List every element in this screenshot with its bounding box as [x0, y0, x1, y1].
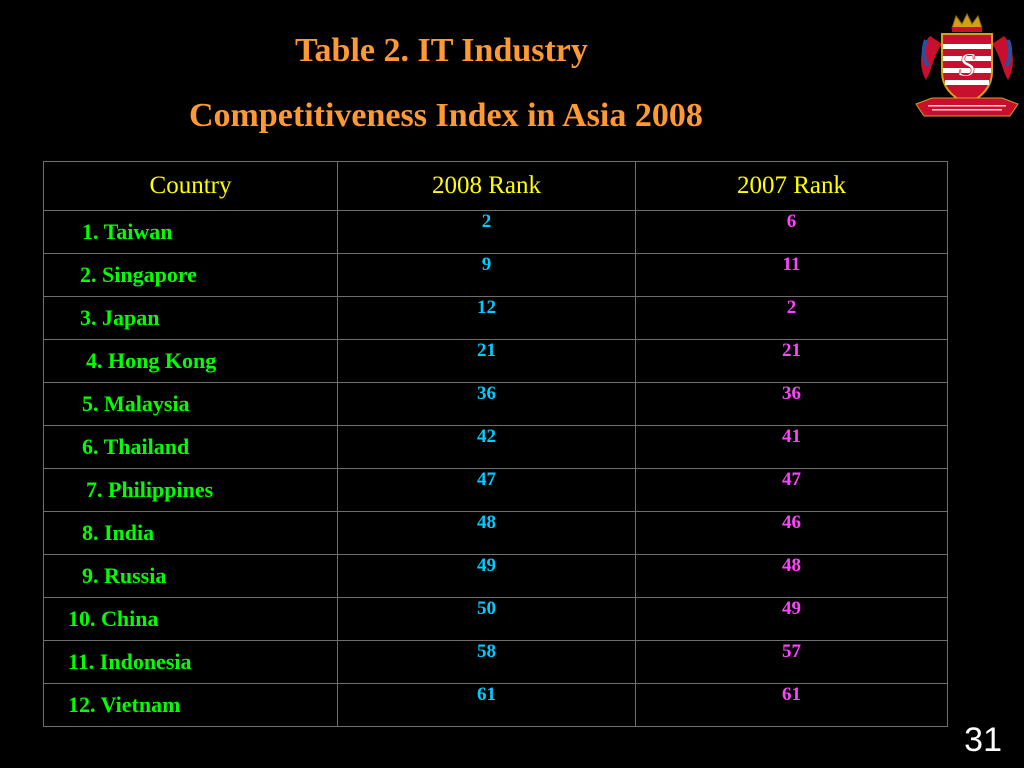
country-cell: 3. Japan [43, 296, 338, 340]
rank-2008-cell: 42 [337, 425, 636, 469]
rank-2008-cell: 2 [337, 210, 636, 254]
rank-2008-cell: 12 [337, 296, 636, 340]
table-row: 5. Malaysia 36 36 [43, 382, 948, 426]
slide-title-line2: Competitiveness Index in Asia 2008 [189, 97, 703, 134]
country-label: 9. Russia [82, 563, 167, 588]
country-label: 10. China [68, 606, 159, 631]
table-row: 10. China 50 49 [43, 597, 948, 641]
header-2008-rank: 2008 Rank [337, 161, 636, 211]
country-label: 6. Thailand [82, 434, 190, 459]
country-label: 1. Taiwan [82, 219, 173, 244]
rank-2008-cell: 50 [337, 597, 636, 641]
rank-2007-cell: 57 [635, 640, 948, 684]
rank-2007-cell: 11 [635, 253, 948, 297]
rank-2007-cell: 2 [635, 296, 948, 340]
country-cell: 6. Thailand [43, 425, 338, 469]
country-label: 4. Hong Kong [86, 348, 217, 373]
rank-2007-cell: 6 [635, 210, 948, 254]
country-cell: 7. Philippines [43, 468, 338, 512]
table-row: 2. Singapore 9 11 [43, 253, 948, 297]
country-cell: 8. India [43, 511, 338, 555]
rank-2007-cell: 61 [635, 683, 948, 727]
rank-2007-cell: 47 [635, 468, 948, 512]
table-row: 6. Thailand 42 41 [43, 425, 948, 469]
rank-2007-cell: 41 [635, 425, 948, 469]
rank-2007-cell: 49 [635, 597, 948, 641]
table-row: 4. Hong Kong 21 21 [43, 339, 948, 383]
crest-logo-icon: S [915, 12, 1019, 117]
table-header-row: Country 2008 Rank 2007 Rank [43, 161, 948, 211]
table-row: 8. India 48 46 [43, 511, 948, 555]
table-row: 9. Russia 49 48 [43, 554, 948, 598]
table-row: 12. Vietnam 61 61 [43, 683, 948, 727]
rank-2008-cell: 9 [337, 253, 636, 297]
country-label: 8. India [82, 520, 155, 545]
rank-2008-cell: 49 [337, 554, 636, 598]
country-cell: 12. Vietnam [43, 683, 338, 727]
table-row: 7. Philippines 47 47 [43, 468, 948, 512]
country-cell: 10. China [43, 597, 338, 641]
country-label: 5. Malaysia [82, 391, 190, 416]
country-cell: 9. Russia [43, 554, 338, 598]
header-country: Country [43, 161, 338, 211]
rank-2007-cell: 36 [635, 382, 948, 426]
rank-2008-cell: 61 [337, 683, 636, 727]
rank-2007-cell: 21 [635, 339, 948, 383]
table-row: 11. Indonesia 58 57 [43, 640, 948, 684]
rank-2008-cell: 48 [337, 511, 636, 555]
rank-2008-cell: 36 [337, 382, 636, 426]
country-label: 12. Vietnam [68, 692, 181, 717]
header-2007-rank: 2007 Rank [635, 161, 948, 211]
country-cell: 5. Malaysia [43, 382, 338, 426]
rank-table: Country 2008 Rank 2007 Rank 1. Taiwan 2 6 2… [43, 161, 948, 727]
svg-text:S: S [959, 47, 976, 84]
rank-2007-cell: 48 [635, 554, 948, 598]
table-row: 3. Japan 12 2 [43, 296, 948, 340]
country-label: 11. Indonesia [68, 649, 192, 674]
table-row: 1. Taiwan 2 6 [43, 210, 948, 254]
country-label: 3. Japan [80, 305, 160, 330]
country-label: 7. Philippines [86, 477, 214, 502]
country-cell: 1. Taiwan [43, 210, 338, 254]
page-number: 31 [964, 721, 1002, 759]
rank-2008-cell: 21 [337, 339, 636, 383]
country-cell: 4. Hong Kong [43, 339, 338, 383]
rank-2008-cell: 47 [337, 468, 636, 512]
rank-2007-cell: 46 [635, 511, 948, 555]
country-label: 2. Singapore [80, 262, 197, 287]
country-cell: 2. Singapore [43, 253, 338, 297]
slide-title-line1: Table 2. IT Industry [295, 32, 588, 69]
rank-2008-cell: 58 [337, 640, 636, 684]
country-cell: 11. Indonesia [43, 640, 338, 684]
